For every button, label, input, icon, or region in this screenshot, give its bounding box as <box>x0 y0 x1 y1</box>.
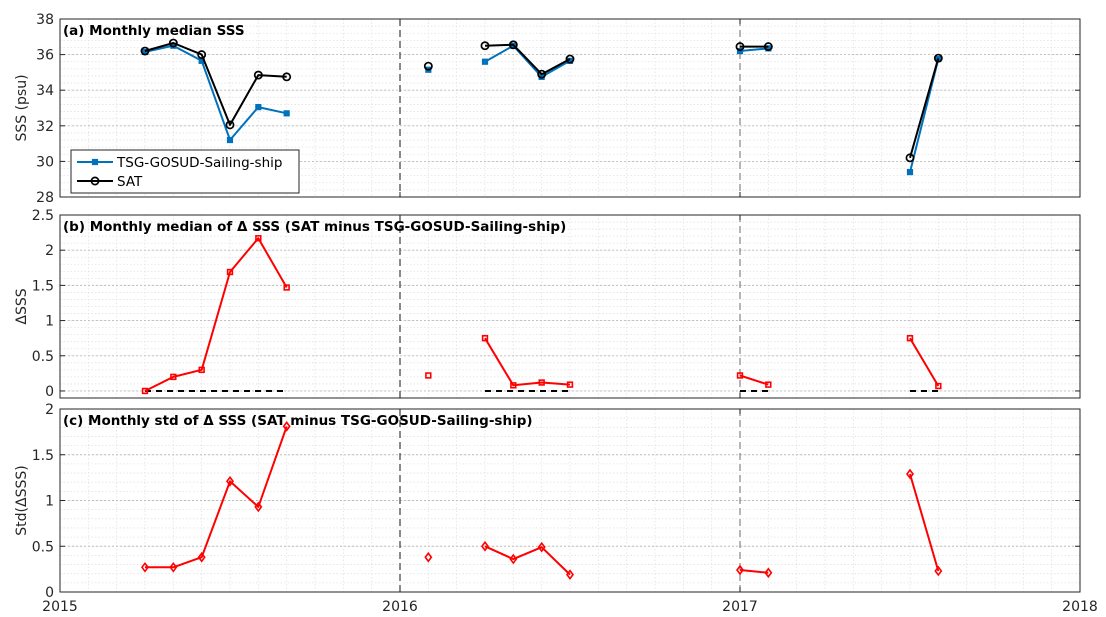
panel-c-title: (c) Monthly std of Δ SSS (SAT minus TSG-… <box>63 413 533 429</box>
panel-c-ytick-label: 0 <box>45 585 54 601</box>
panel-b-delta-point-12 <box>765 381 772 388</box>
panel-b-ylabel: ΔSSS <box>14 288 30 324</box>
panel-b-delta-point-13 <box>906 334 914 342</box>
panel-c-ytick-label: 1.5 <box>32 448 54 464</box>
xtick-label-2017: 2017 <box>722 599 758 615</box>
panel-c-std-point-8 <box>509 553 518 565</box>
panel-a-ytick-label: 30 <box>36 154 54 170</box>
panel-a-tsg-point-4 <box>255 104 262 111</box>
panel-a-sat-point-13 <box>905 153 915 163</box>
panel-a-ytick-label: 34 <box>36 83 54 99</box>
panel-a-sat-point-6 <box>423 61 433 71</box>
panel-a-sat-point-0 <box>140 46 150 56</box>
panel-b-delta-point-4 <box>255 235 262 242</box>
panel-b-delta-point-2 <box>198 366 205 374</box>
panel-c-std-line-2 <box>484 545 571 576</box>
panel-a-sat-point-10 <box>565 54 575 64</box>
panel-b-delta-point-8 <box>510 382 517 389</box>
panel-b-delta-line-4 <box>909 337 940 387</box>
panel-c-std-point-4 <box>254 501 263 513</box>
panel-a-sat-point-9 <box>537 69 547 79</box>
panel-b-delta-point-1 <box>170 373 177 381</box>
panel-a-sat-point-14 <box>933 53 943 63</box>
panel-a-sat-point-11 <box>735 42 745 52</box>
panel-a-sat-point-3 <box>225 120 235 130</box>
panel-b-title: (b) Monthly median of Δ SSS (SAT minus T… <box>63 219 566 235</box>
panel-b-ytick-label: 2.5 <box>32 208 54 224</box>
panel-c-std-point-5 <box>282 421 291 432</box>
panel-a-tsg-line-3 <box>739 47 769 52</box>
panel-a-sat-point-2 <box>197 50 207 60</box>
panel-b-delta-point-10 <box>566 381 574 388</box>
panel-a-sat-line-2 <box>484 43 571 76</box>
panel-a-sat-point-1 <box>168 38 178 48</box>
panel-b-frame <box>59 214 1081 399</box>
legend-sat-marker <box>90 176 100 186</box>
panel-c-std-point-13 <box>906 468 914 480</box>
panel-a-tsg-line-0 <box>144 44 287 141</box>
panel-a-sat-point-12 <box>763 42 773 52</box>
legend-box <box>70 149 300 194</box>
xtick-label-2018: 2018 <box>1062 599 1098 615</box>
panel-b-ytick-label: 0 <box>45 384 54 400</box>
panel-c-std-point-6 <box>424 551 433 563</box>
panel-c-ytick-label: 1 <box>45 494 54 510</box>
panel-a-frame <box>59 18 1081 198</box>
panel-b-delta-point-9 <box>538 379 545 386</box>
panel-a-tsg-point-13 <box>906 168 914 176</box>
panel-a-ylabel: SSS (psu) <box>14 74 30 141</box>
panel-b-delta-point-3 <box>226 268 234 276</box>
panel-b-delta-point-0 <box>141 387 149 395</box>
panel-c-std-line-3 <box>739 569 769 574</box>
panel-b-ytick-label: 2 <box>45 243 54 259</box>
panel-c-std-point-14 <box>934 565 943 577</box>
panel-c-std-point-0 <box>141 561 149 573</box>
panel-c-std-point-2 <box>197 551 206 563</box>
panel-c-std-point-1 <box>169 561 178 573</box>
legend-sat-label: SAT <box>117 174 143 190</box>
panel-c-std-point-9 <box>537 541 546 553</box>
panel-a-sat-line-0 <box>144 42 287 126</box>
panel-a-sat-point-4 <box>253 70 263 80</box>
panel-b-ytick-label: 1.5 <box>32 278 54 294</box>
panel-a-ytick-label: 38 <box>36 12 54 28</box>
xtick-label-2016: 2016 <box>382 599 418 615</box>
panel-a-tsg-point-3 <box>226 136 234 144</box>
xtick-label-2015: 2015 <box>42 599 78 615</box>
panel-a-ytick-label: 32 <box>36 119 54 135</box>
panel-b-delta-point-6 <box>425 372 432 379</box>
panel-a-sat-line-4 <box>909 57 940 159</box>
panel-c-std-line-0 <box>145 426 288 569</box>
panel-b-ytick-label: 1 <box>45 314 54 330</box>
panel-a-sat-point-5 <box>282 72 292 82</box>
panel-a-title: (a) Monthly median SSS <box>63 23 245 39</box>
panel-c-ytick-label: 2 <box>45 402 54 418</box>
panel-a-ytick-label: 28 <box>36 190 54 206</box>
panel-c-std-point-12 <box>764 567 773 579</box>
panel-b-delta-line-3 <box>739 374 769 386</box>
panel-a-tsg-line-2 <box>484 44 571 78</box>
panel-b-ytick-label: 0.5 <box>32 349 54 365</box>
legend-tsg-label: TSG-GOSUD-Sailing-ship <box>116 155 282 171</box>
panel-c-ylabel: Std(ΔSSS) <box>14 465 30 535</box>
panel-c-std-line-4 <box>909 473 940 572</box>
panel-a-sat-point-7 <box>480 41 490 51</box>
panel-c-std-point-11 <box>736 564 744 576</box>
panel-c-ytick-label: 0.5 <box>32 539 54 555</box>
panel-a-sat-point-8 <box>508 40 518 50</box>
panel-b-delta-point-5 <box>283 284 290 291</box>
panel-a-tsg-point-7 <box>481 58 489 65</box>
panel-a-ytick-label: 36 <box>36 48 54 64</box>
panel-c-std-point-10 <box>566 569 574 580</box>
panel-c-std-point-3 <box>226 475 234 487</box>
panel-b-delta-point-7 <box>481 334 489 342</box>
panel-b-delta-line-2 <box>484 337 571 387</box>
panel-b-delta-point-14 <box>935 382 942 390</box>
panel-b-delta-line-0 <box>144 237 288 392</box>
panel-c-std-point-7 <box>481 540 489 552</box>
panel-a-tsg-point-5 <box>283 110 290 117</box>
panel-b-delta-point-11 <box>736 372 744 379</box>
legend-tsg-marker <box>91 158 99 166</box>
